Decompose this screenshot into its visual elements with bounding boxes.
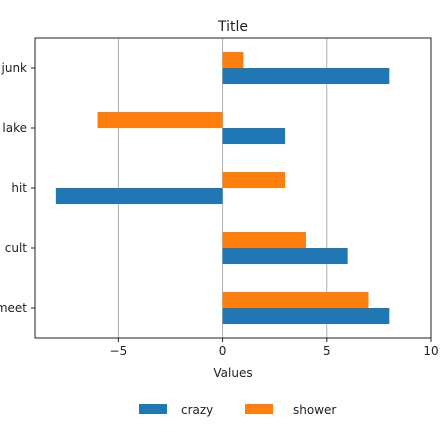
category-label-meet: meet <box>0 301 27 315</box>
legend: crazy shower <box>139 403 336 417</box>
bar-shower-junk <box>222 52 244 68</box>
category-label-junk: junk <box>1 61 28 75</box>
x-axis-label: Values <box>213 366 252 380</box>
bar-shower-cult <box>222 232 306 248</box>
bar-crazy-junk <box>222 68 390 84</box>
bars-group <box>55 52 390 324</box>
category-label-lake: lake <box>2 121 27 135</box>
bar-crazy-lake <box>222 128 286 144</box>
x-axis-ticks: −5 0 5 10 <box>110 338 439 358</box>
legend-label-crazy: crazy <box>181 403 213 417</box>
x-tick-label: −5 <box>110 344 128 358</box>
x-tick-label: 0 <box>219 344 227 358</box>
bar-shower-meet <box>222 292 369 308</box>
bar-crazy-meet <box>222 308 390 324</box>
bar-crazy-cult <box>222 248 348 264</box>
bar-shower-lake <box>97 112 223 128</box>
legend-label-shower: shower <box>293 403 336 417</box>
x-tick-label: 10 <box>423 344 438 358</box>
category-labels: junk lake hit cult meet <box>0 61 35 315</box>
x-tick-label: 5 <box>323 344 331 358</box>
plot-frame <box>34 37 432 339</box>
legend-swatch-shower <box>245 404 273 414</box>
category-label-hit: hit <box>11 181 27 195</box>
chart-title: Title <box>217 19 248 35</box>
category-label-cult: cult <box>5 241 28 255</box>
bar-shower-hit <box>222 172 286 188</box>
legend-swatch-crazy <box>139 404 167 414</box>
bar-crazy-hit <box>55 188 223 204</box>
